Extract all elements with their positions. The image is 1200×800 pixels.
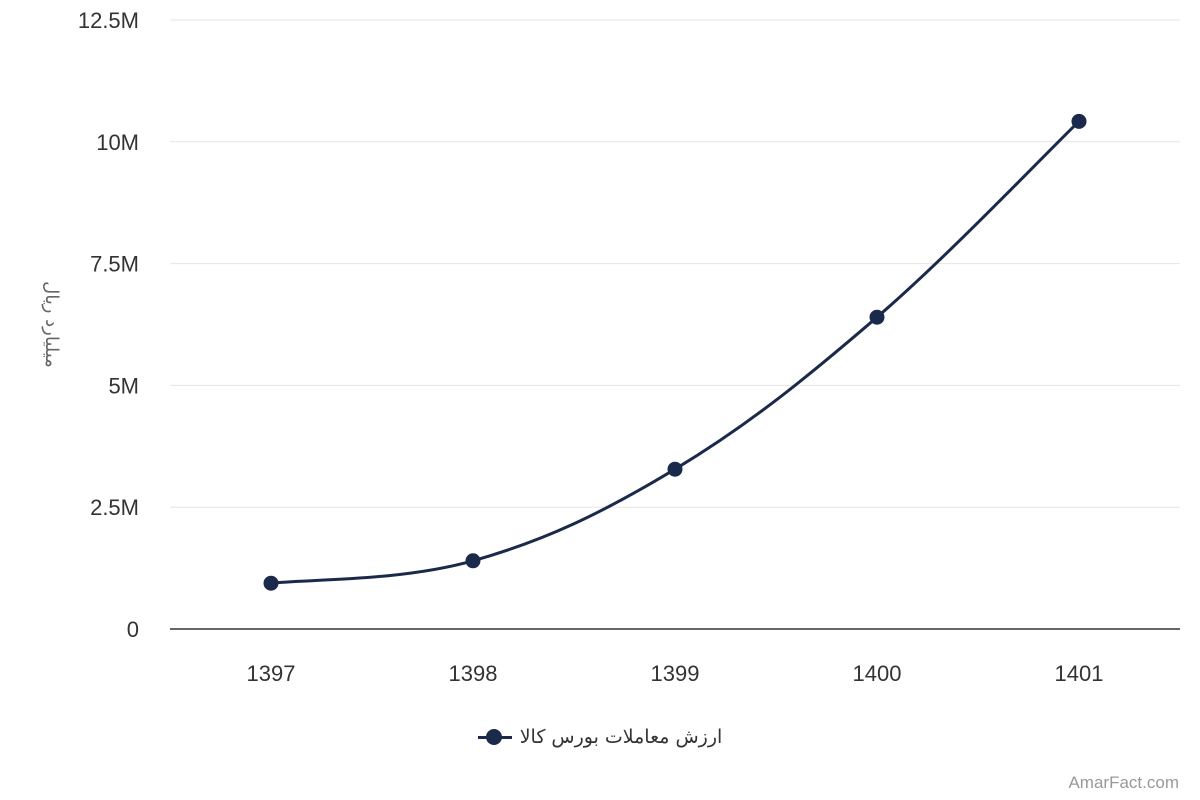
x-tick-label: 1401 — [1055, 661, 1104, 686]
data-point[interactable] — [869, 309, 885, 325]
y-tick-label: 0 — [127, 617, 139, 642]
legend-label: ارزش معاملات بورس کالا — [519, 726, 723, 748]
legend-item[interactable]: ارزش معاملات بورس کالا — [477, 726, 723, 748]
legend[interactable]: ارزش معاملات بورس کالا — [0, 726, 1200, 752]
data-point[interactable] — [263, 575, 279, 591]
credits-link[interactable]: AmarFact.com — [1068, 773, 1179, 792]
legend-marker-icon — [477, 727, 512, 747]
series-line — [270, 120, 1081, 585]
y-axis-title: میلیارد ریال — [41, 281, 62, 368]
x-tick-label: 1397 — [247, 661, 296, 686]
y-tick-label: 12.5M — [78, 8, 139, 33]
x-axis-ticks: 1397 1398 1399 1400 1401 — [247, 661, 1104, 686]
x-tick-label: 1398 — [449, 661, 498, 686]
y-axis-ticks: 0 2.5M 5M 7.5M 10M 12.5M — [78, 8, 139, 642]
series-group — [263, 113, 1087, 591]
x-tick-label: 1400 — [853, 661, 902, 686]
data-point[interactable] — [667, 461, 683, 477]
grid-lines — [170, 19, 1180, 508]
y-tick-label: 2.5M — [90, 495, 139, 520]
y-tick-label: 10M — [96, 130, 139, 155]
data-point[interactable] — [465, 553, 481, 569]
y-tick-label: 7.5M — [90, 252, 139, 277]
y-tick-label: 5M — [108, 373, 139, 398]
data-point[interactable] — [1071, 113, 1087, 129]
x-tick-label: 1399 — [651, 661, 700, 686]
